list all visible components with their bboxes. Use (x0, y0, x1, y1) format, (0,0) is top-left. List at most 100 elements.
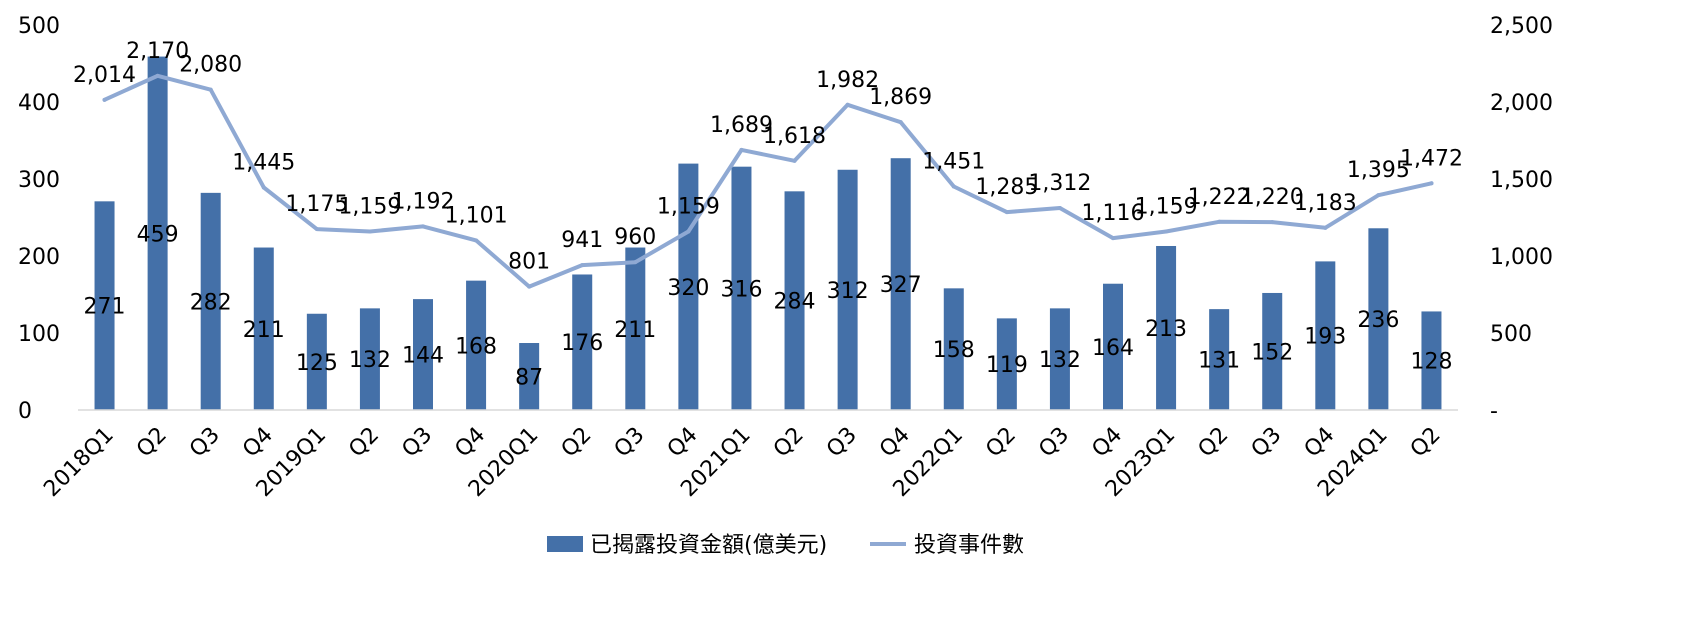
line-data-label: 1,220 (1241, 185, 1304, 210)
line-point (686, 229, 691, 234)
line-data-label: 2,170 (126, 39, 189, 64)
x-axis-tick-label: Q2 (981, 423, 1021, 463)
right-axis: - 500 1,000 1,500 2,000 2,500 (1490, 14, 1553, 424)
bar-data-label: 164 (1092, 336, 1134, 361)
left-axis-tick-label: 100 (18, 322, 60, 347)
bar (1156, 245, 1177, 410)
bar-data-label: 316 (720, 277, 762, 302)
line-data-label: 1,618 (763, 124, 826, 149)
line-data-label: 1,869 (869, 85, 932, 110)
bar (306, 313, 327, 410)
bar (572, 274, 593, 410)
line-data-label: 960 (614, 225, 656, 250)
line-data-label: 1,445 (232, 150, 295, 175)
line-point (1217, 219, 1222, 224)
line-point (739, 147, 744, 152)
bar-data-label: 152 (1251, 340, 1293, 365)
line-data-label: 1,192 (392, 189, 455, 214)
bar (1315, 261, 1336, 410)
right-axis-tick-label: 2,000 (1490, 91, 1553, 116)
x-axis-tick-label: Q2 (1406, 423, 1446, 463)
bar-data-label: 131 (1198, 349, 1240, 374)
bar-data-label: 459 (137, 222, 179, 247)
line-series (102, 73, 1434, 289)
x-axis-tick-label: Q3 (1034, 423, 1074, 463)
line-point (261, 185, 266, 190)
bar-data-label: 284 (774, 290, 816, 315)
bar-data-label: 236 (1357, 308, 1399, 333)
bar (1103, 283, 1123, 410)
line-layer (102, 73, 1434, 289)
bar-data-label: 87 (515, 366, 543, 391)
line-data-label: 1,982 (816, 68, 879, 93)
bar-data-label: 282 (190, 290, 232, 315)
line-point (898, 120, 903, 125)
line-point (155, 73, 160, 78)
line-point (1164, 229, 1169, 234)
bar (200, 192, 221, 410)
x-axis-tick-label: Q3 (397, 423, 437, 463)
left-axis-tick-label: 0 (18, 399, 32, 424)
legend-bar-label: 已揭露投資金額(億美元) (590, 533, 827, 558)
line-point (1376, 193, 1381, 198)
x-axis-tick-label: Q3 (185, 423, 225, 463)
bar-labels-layer: 271 459 282 211 125 132 144 168 87 176 211 320 316 28… (84, 222, 1453, 390)
x-axis-tick-label: Q4 (1087, 423, 1127, 463)
line-data-label: 1,451 (922, 150, 985, 175)
bar (1262, 292, 1283, 410)
line-point (421, 224, 425, 229)
bar (147, 56, 168, 410)
line-point (474, 238, 479, 243)
bar-data-label: 211 (614, 318, 656, 343)
line-data-label: 1,159 (657, 195, 720, 220)
line-point (1429, 181, 1434, 186)
x-axis-tick-label: Q4 (875, 423, 915, 463)
line-data-label: 1,159 (338, 195, 401, 220)
line-data-label: 1,101 (445, 203, 508, 228)
bar-data-label: 213 (1145, 317, 1187, 342)
left-axis-tick-label: 500 (18, 14, 60, 39)
legend-bar-swatch (547, 536, 583, 552)
line-data-label: 1,312 (1028, 171, 1091, 196)
legend: 已揭露投資金額(億美元) 投資事件數 (547, 533, 1024, 558)
x-axis-tick-label: Q3 (1247, 423, 1287, 463)
line-point (633, 260, 638, 265)
line-data-label: 1,395 (1347, 158, 1410, 183)
line-data-label: 1,689 (710, 113, 773, 138)
x-axis-tick-label: Q2 (1194, 423, 1234, 463)
right-axis-tick-label: 1,000 (1490, 245, 1553, 270)
line-point (580, 263, 585, 268)
bar-data-label: 193 (1304, 325, 1346, 350)
line-labels-layer: 2,0142,1702,0801,4451,1751,1591,1921,101… (73, 39, 1463, 275)
x-axis-tick-label: Q2 (132, 423, 172, 463)
bar-data-label: 168 (455, 334, 497, 359)
x-axis-tick-label: Q2 (557, 423, 597, 463)
x-axis-tick-label: Q2 (344, 423, 384, 463)
line-point (527, 284, 532, 289)
bar (890, 158, 911, 410)
x-axis-tick-label: Q4 (1300, 423, 1340, 463)
line-point (1111, 236, 1115, 241)
bar (731, 166, 752, 410)
bar (253, 247, 274, 410)
bar (1209, 309, 1230, 410)
line-point (314, 227, 319, 232)
line-point (1270, 220, 1275, 225)
x-axis-tick-label: Q3 (610, 423, 650, 463)
line-point (102, 97, 107, 102)
bar (837, 169, 858, 410)
bar-data-label: 128 (1410, 350, 1452, 375)
line-point (1004, 210, 1009, 215)
bar-data-label: 312 (827, 279, 869, 304)
line-data-label: 1,116 (1082, 201, 1145, 226)
line-data-label: 1,285 (975, 175, 1038, 200)
right-axis-tick-label: 1,500 (1490, 168, 1553, 193)
bar-data-label: 119 (986, 353, 1028, 378)
line-data-label: 2,014 (73, 63, 136, 88)
line-data-label: 1,472 (1400, 146, 1463, 171)
bar (625, 247, 646, 410)
bar-data-label: 327 (880, 273, 922, 298)
bar (1368, 228, 1389, 410)
